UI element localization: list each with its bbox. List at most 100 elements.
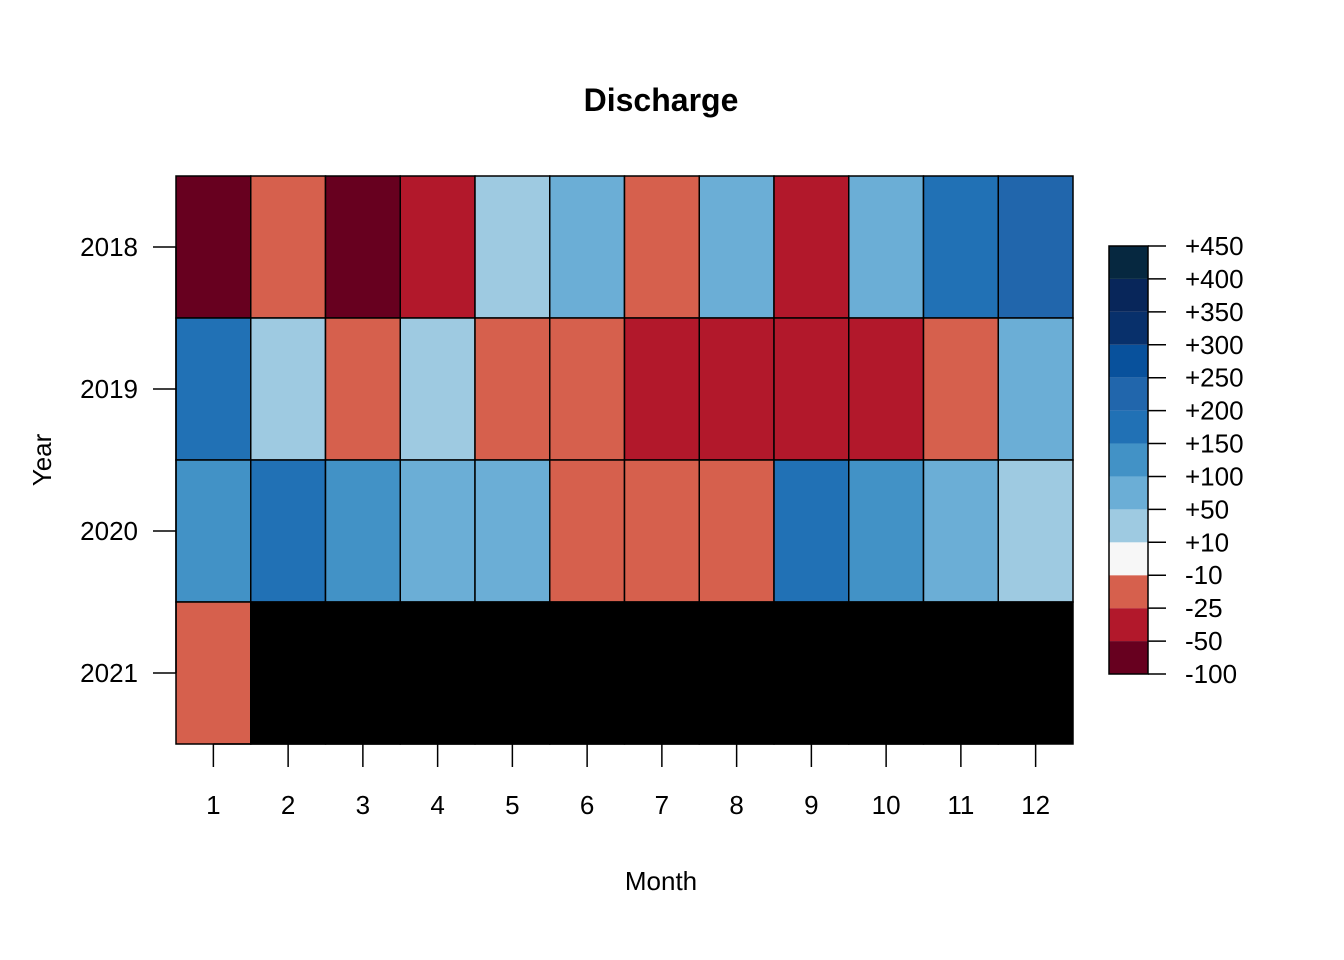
heatmap-cell (474, 459, 551, 603)
x-tick-label: 3 (356, 790, 370, 820)
heatmap-cell (175, 601, 252, 745)
heatmap-cell (324, 317, 401, 461)
heatmap-cell (474, 317, 551, 461)
legend-swatch (1109, 476, 1148, 510)
legend-swatch (1109, 575, 1148, 609)
legend-swatch (1109, 641, 1148, 674)
legend-frame (1108, 245, 1149, 675)
heatmap-cell (997, 601, 1074, 745)
x-tick-label: 5 (505, 790, 519, 820)
y-axis-title: Year (27, 433, 57, 486)
heatmap-cell (698, 601, 775, 745)
heatmap-cell (623, 175, 700, 319)
x-tick-label: 8 (729, 790, 743, 820)
legend-label: -25 (1185, 593, 1223, 623)
legend-label: +450 (1185, 231, 1244, 261)
heatmap-cell (175, 175, 252, 319)
heatmap-cell (773, 317, 850, 461)
legend-swatch (1109, 542, 1148, 576)
heatmap-cell (549, 601, 626, 745)
heatmap-cells (175, 175, 1074, 745)
heatmap-cell (623, 317, 700, 461)
heatmap-cell (623, 459, 700, 603)
heatmap-cell (698, 317, 775, 461)
x-axis-title: Month (625, 866, 697, 896)
x-tick-label: 12 (1021, 790, 1050, 820)
legend-label: +100 (1185, 461, 1244, 491)
legend-label: +10 (1185, 527, 1229, 557)
color-legend: -100-50-25-10+10+50+100+150+200+250+300+… (1108, 231, 1244, 689)
heatmap-cell (399, 317, 476, 461)
heatmap-cell (324, 175, 401, 319)
heatmap-cell (549, 317, 626, 461)
legend-label: -100 (1185, 659, 1237, 689)
y-axis: 2018 2019 2020 2021 (80, 232, 177, 688)
heatmap-cell (848, 317, 925, 461)
heatmap-cell (175, 459, 252, 603)
heatmap-cell (474, 601, 551, 745)
heatmap-cell (399, 459, 476, 603)
heatmap-cell (175, 317, 252, 461)
heatmap-cell (848, 459, 925, 603)
x-tick-label: 7 (655, 790, 669, 820)
heatmap-cell (848, 601, 925, 745)
heatmap-cell (997, 175, 1074, 319)
heatmap-cell (250, 317, 327, 461)
legend-swatch (1109, 377, 1148, 411)
y-tick-label: 2018 (80, 232, 138, 262)
heatmap-cell (399, 175, 476, 319)
legend-swatch (1109, 608, 1148, 642)
legend-label: +350 (1185, 297, 1244, 327)
legend-label: -10 (1185, 560, 1223, 590)
legend-label: +300 (1185, 330, 1244, 360)
legend-swatch (1109, 311, 1148, 345)
heatmap-cell (773, 175, 850, 319)
legend-label: -50 (1185, 626, 1223, 656)
heatmap-cell (250, 175, 327, 319)
heatmap-cell (997, 317, 1074, 461)
heatmap-cell (997, 459, 1074, 603)
heatmap-cell (848, 175, 925, 319)
heatmap-cell (549, 175, 626, 319)
legend-label: +250 (1185, 363, 1244, 393)
legend-swatch (1109, 246, 1148, 279)
x-tick-label: 11 (947, 790, 974, 820)
legend-swatch (1109, 443, 1148, 477)
x-axis: 1 2 3 4 5 6 7 8 9 10 11 12 (206, 743, 1050, 820)
y-tick-label: 2021 (80, 658, 138, 688)
heatmap-cell (773, 601, 850, 745)
y-tick-label: 2019 (80, 374, 138, 404)
y-tick-label: 2020 (80, 516, 138, 546)
heatmap-cell (922, 175, 999, 319)
chart-title: Discharge (584, 82, 739, 118)
heatmap-cell (623, 601, 700, 745)
legend-swatch (1109, 509, 1148, 543)
x-tick-label: 10 (872, 790, 901, 820)
legend-swatch (1109, 278, 1148, 312)
x-tick-label: 1 (206, 790, 220, 820)
heatmap-cell (250, 459, 327, 603)
heatmap-cell (399, 601, 476, 745)
x-tick-label: 9 (804, 790, 818, 820)
legend-label: +50 (1185, 494, 1229, 524)
heatmap-cell (922, 601, 999, 745)
heatmap-cell (324, 459, 401, 603)
heatmap-cell (250, 601, 327, 745)
heatmap-cell (698, 459, 775, 603)
x-tick-label: 4 (430, 790, 444, 820)
legend-label: +150 (1185, 429, 1244, 459)
heatmap-cell (698, 175, 775, 319)
x-tick-label: 2 (281, 790, 295, 820)
heatmap-cell (922, 459, 999, 603)
legend-swatch (1109, 344, 1148, 378)
legend-label: +400 (1185, 264, 1244, 294)
heatmap-cell (324, 601, 401, 745)
heatmap-cell (922, 317, 999, 461)
x-tick-label: 6 (580, 790, 594, 820)
legend-swatch (1109, 410, 1148, 444)
heatmap-cell (549, 459, 626, 603)
heatmap-cell (474, 175, 551, 319)
heatmap-cell (773, 459, 850, 603)
legend-label: +200 (1185, 396, 1244, 426)
